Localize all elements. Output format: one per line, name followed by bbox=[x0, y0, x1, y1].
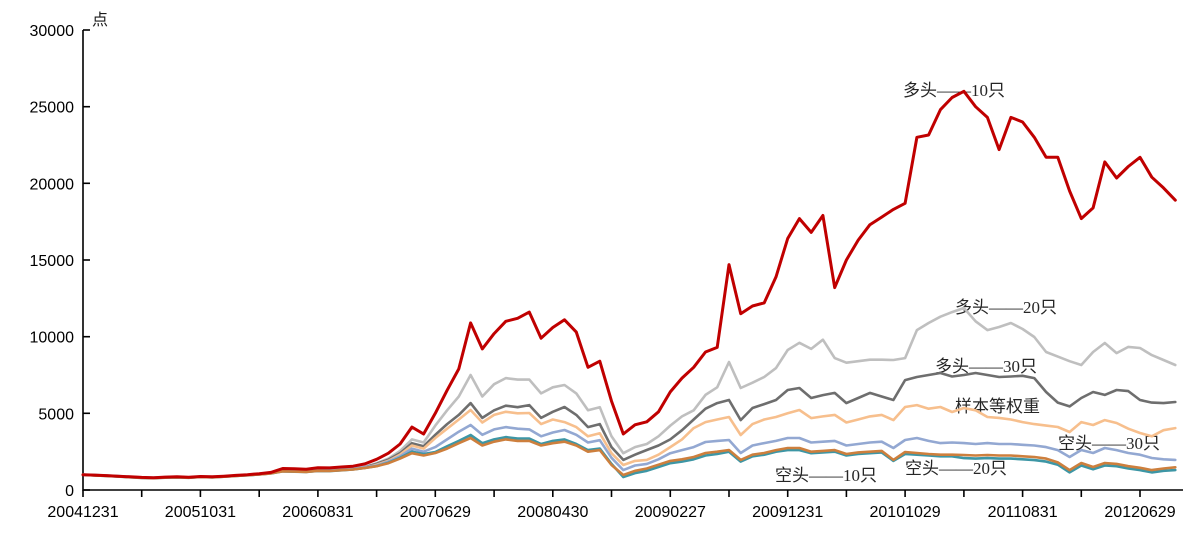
y-axis-tick-label: 25000 bbox=[30, 100, 75, 117]
x-axis-tick-label: 20091231 bbox=[752, 504, 823, 521]
line-long-10 bbox=[81, 89, 1177, 480]
label-long-20: 多头——20只 bbox=[955, 298, 1057, 317]
x-axis-tick-label: 20070629 bbox=[400, 504, 471, 521]
y-axis-tick-label: 30000 bbox=[30, 23, 75, 40]
label-short-10: 空头——10只 bbox=[775, 466, 877, 485]
line-long-20 bbox=[81, 306, 1177, 480]
y-axis-tick-label: 20000 bbox=[30, 176, 75, 193]
y-axis-tick-label: 0 bbox=[65, 483, 74, 500]
label-short-20: 空头——20只 bbox=[905, 459, 1007, 478]
x-axis-tick-label: 20120629 bbox=[1104, 504, 1175, 521]
x-axis-tick-label: 20051031 bbox=[165, 504, 236, 521]
y-axis-unit-label: 点 bbox=[92, 11, 108, 29]
x-axis-tick-label: 20060831 bbox=[282, 504, 353, 521]
y-axis-tick-label: 10000 bbox=[30, 330, 75, 347]
x-axis-tick-label: 20041231 bbox=[47, 504, 118, 521]
y-axis-tick-label: 15000 bbox=[30, 253, 75, 270]
y-axis-tick-label: 5000 bbox=[38, 406, 74, 423]
x-axis-tick-label: 20110831 bbox=[988, 504, 1058, 521]
label-long-10: 多头——10只 bbox=[903, 81, 1005, 100]
x-axis-tick-label: 20090227 bbox=[635, 504, 706, 521]
label-short-30: 空头——30只 bbox=[1058, 434, 1160, 453]
x-axis-tick-label: 20080430 bbox=[517, 504, 588, 521]
label-equal-weight: 样本等权重 bbox=[955, 397, 1040, 416]
label-long-30: 多头——30只 bbox=[935, 357, 1037, 376]
x-axis-tick-label: 20101029 bbox=[870, 504, 941, 521]
